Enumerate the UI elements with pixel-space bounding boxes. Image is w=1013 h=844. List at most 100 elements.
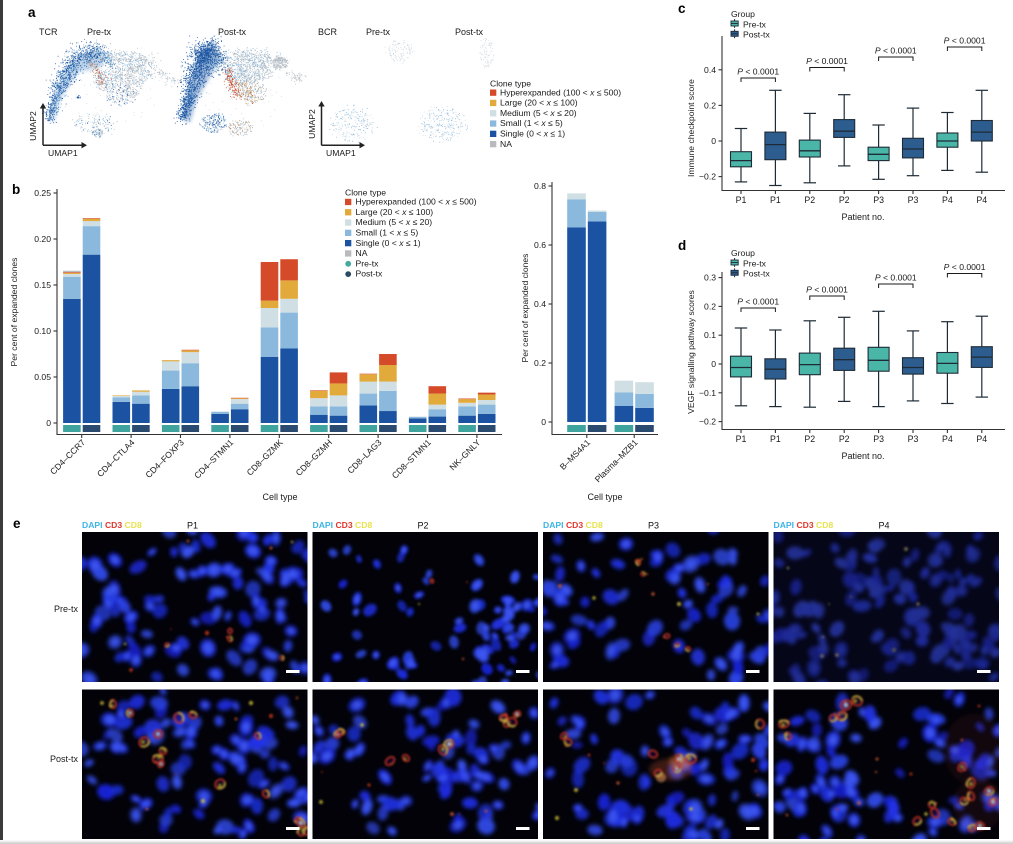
svg-text:P1: P1 [770, 434, 781, 444]
svg-text:P4: P4 [976, 434, 987, 444]
svg-text:P < 0.0001: P < 0.0001 [806, 285, 848, 295]
svg-text:P2: P2 [804, 195, 815, 205]
svg-text:P3: P3 [908, 434, 919, 444]
svg-text:Clone type: Clone type [490, 79, 531, 89]
svg-text:DAPI CD3 CD8: DAPI CD3 CD8 [313, 520, 373, 530]
svg-text:0.2: 0.2 [704, 100, 716, 110]
svg-text:P4: P4 [942, 434, 953, 444]
svg-text:0.6: 0.6 [534, 240, 546, 250]
svg-text:Single (0 < x ≤ 1): Single (0 < x ≤ 1) [500, 129, 565, 139]
svg-text:Patient no.: Patient no. [841, 451, 884, 461]
svg-text:0.25: 0.25 [34, 188, 51, 198]
svg-text:P2: P2 [804, 434, 815, 444]
svg-text:P1: P1 [770, 195, 781, 205]
svg-text:UMAP1: UMAP1 [326, 148, 356, 158]
svg-text:Hyperexpanded (100 < x ≤ 500): Hyperexpanded (100 < x ≤ 500) [356, 197, 477, 207]
svg-text:P2: P2 [839, 434, 850, 444]
svg-text:P < 0.0001: P < 0.0001 [944, 36, 986, 46]
svg-text:P4: P4 [879, 521, 890, 531]
svg-text:0.3: 0.3 [704, 273, 716, 283]
svg-text:d: d [678, 238, 686, 253]
svg-text:NA: NA [500, 139, 512, 149]
svg-text:DAPI CD3 CD8: DAPI CD3 CD8 [543, 520, 603, 530]
svg-text:Small (1 < x ≤ 5): Small (1 < x ≤ 5) [356, 228, 419, 238]
svg-text:P2: P2 [418, 521, 429, 531]
svg-text:Post-tx: Post-tx [50, 754, 79, 764]
svg-text:Medium (5 < x ≤ 20): Medium (5 < x ≤ 20) [356, 217, 433, 227]
svg-text:P1: P1 [736, 434, 747, 444]
svg-text:0: 0 [711, 359, 716, 369]
svg-text:Pre-tx: Pre-tx [54, 604, 79, 614]
svg-text:Pre-tx: Pre-tx [743, 19, 767, 29]
svg-text:Post-tx: Post-tx [743, 30, 770, 40]
svg-text:0.1: 0.1 [704, 330, 716, 340]
svg-text:0.10: 0.10 [34, 326, 51, 336]
svg-text:P2: P2 [839, 195, 850, 205]
svg-text:0.15: 0.15 [34, 280, 51, 290]
svg-text:DAPI CD3 CD8: DAPI CD3 CD8 [82, 520, 142, 530]
svg-text:0.05: 0.05 [34, 372, 51, 382]
svg-text:0.2: 0.2 [534, 358, 546, 368]
svg-text:−0.2: −0.2 [699, 172, 716, 182]
svg-text:Clone type: Clone type [345, 188, 386, 198]
svg-text:P < 0.0001: P < 0.0001 [944, 262, 986, 272]
svg-text:a: a [28, 5, 36, 20]
svg-text:Cell type: Cell type [262, 492, 297, 502]
svg-text:P < 0.0001: P < 0.0001 [737, 297, 779, 307]
svg-text:Large (20 < x ≤ 100): Large (20 < x ≤ 100) [356, 207, 434, 217]
svg-text:Post-tx: Post-tx [218, 27, 247, 37]
svg-text:P < 0.0001: P < 0.0001 [875, 46, 917, 56]
svg-text:P1: P1 [736, 195, 747, 205]
svg-text:P < 0.0001: P < 0.0001 [737, 67, 779, 77]
svg-text:P3: P3 [873, 195, 884, 205]
svg-text:Pre-tx: Pre-tx [87, 27, 112, 37]
svg-text:VEGF signalling pathway scores: VEGF signalling pathway scores [686, 290, 696, 414]
svg-text:P1: P1 [187, 521, 198, 531]
svg-text:0.20: 0.20 [34, 234, 51, 244]
svg-text:−0.2: −0.2 [699, 417, 716, 427]
svg-text:0.4: 0.4 [704, 65, 716, 75]
svg-text:Post-tx: Post-tx [356, 269, 383, 279]
svg-text:Large (20 < x ≤ 100): Large (20 < x ≤ 100) [500, 98, 578, 108]
svg-text:Immune checkpoint score: Immune checkpoint score [686, 79, 696, 177]
svg-text:Cell type: Cell type [587, 492, 622, 502]
svg-text:Pre-tx: Pre-tx [743, 258, 767, 268]
svg-text:Post-tx: Post-tx [743, 269, 770, 279]
svg-text:0: 0 [541, 417, 546, 427]
svg-text:0.4: 0.4 [534, 299, 546, 309]
svg-text:UMAP2: UMAP2 [307, 109, 317, 139]
svg-text:Medium (5 < x ≤ 20): Medium (5 < x ≤ 20) [500, 108, 577, 118]
svg-text:Group: Group [731, 9, 755, 19]
svg-text:0: 0 [46, 418, 51, 428]
svg-text:UMAP2: UMAP2 [28, 111, 38, 141]
svg-text:DAPI CD3 CD8: DAPI CD3 CD8 [774, 520, 834, 530]
svg-text:P < 0.0001: P < 0.0001 [875, 273, 917, 283]
svg-text:P3: P3 [648, 521, 659, 531]
svg-text:BCR: BCR [318, 27, 338, 37]
svg-text:TCR: TCR [39, 27, 58, 37]
svg-text:0: 0 [711, 136, 716, 146]
svg-text:Per cent of expanded clones: Per cent of expanded clones [520, 254, 530, 363]
svg-text:Hyperexpanded (100 < x ≤ 500): Hyperexpanded (100 < x ≤ 500) [500, 87, 621, 97]
svg-text:P4: P4 [976, 195, 987, 205]
svg-text:P3: P3 [908, 195, 919, 205]
svg-text:UMAP1: UMAP1 [48, 148, 78, 158]
svg-text:NA: NA [356, 248, 368, 258]
svg-text:Per cent of expanded clones: Per cent of expanded clones [9, 258, 19, 367]
svg-text:Pre-tx: Pre-tx [366, 27, 391, 37]
svg-text:0.2: 0.2 [704, 301, 716, 311]
svg-text:c: c [678, 1, 686, 16]
svg-text:P4: P4 [942, 195, 953, 205]
svg-text:b: b [12, 182, 20, 197]
svg-text:Pre-tx: Pre-tx [356, 258, 380, 268]
svg-text:P3: P3 [873, 434, 884, 444]
svg-text:e: e [13, 516, 21, 531]
svg-text:Group: Group [731, 248, 755, 258]
svg-text:0.8: 0.8 [534, 181, 546, 191]
svg-text:Post-tx: Post-tx [455, 27, 484, 37]
svg-text:−0.1: −0.1 [699, 388, 716, 398]
svg-text:Patient no.: Patient no. [841, 212, 884, 222]
svg-text:Single (0 < x ≤ 1): Single (0 < x ≤ 1) [356, 238, 421, 248]
svg-text:Small (1 < x ≤ 5): Small (1 < x ≤ 5) [500, 118, 563, 128]
svg-text:P < 0.0001: P < 0.0001 [806, 56, 848, 66]
